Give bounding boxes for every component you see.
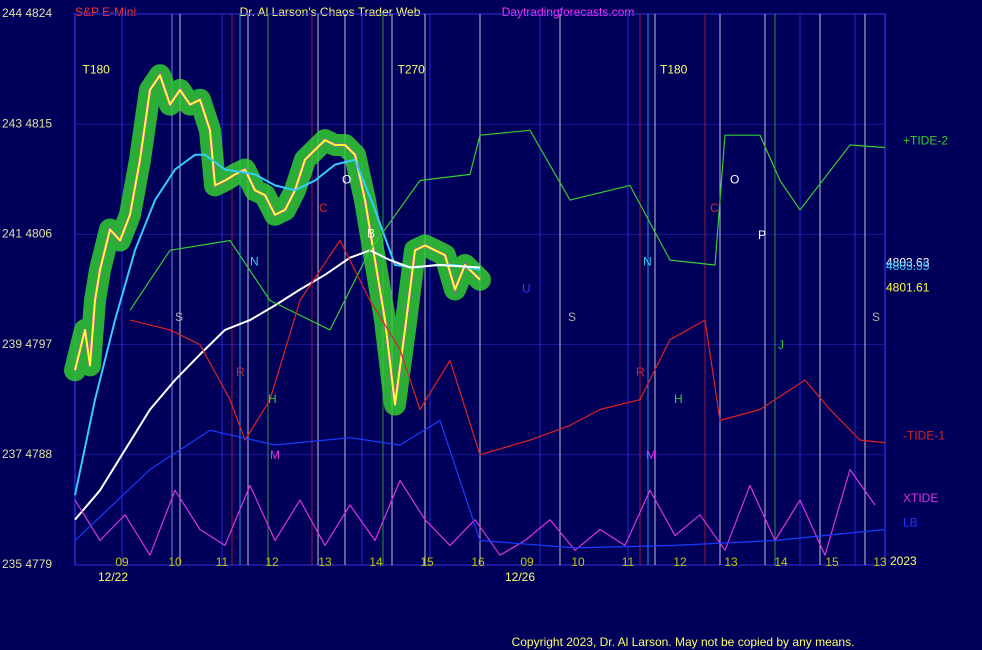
year: 2023 bbox=[890, 554, 917, 568]
x-tick-label: 10 bbox=[571, 555, 585, 569]
annotation: H bbox=[268, 392, 277, 406]
x-tick-label: 13 bbox=[318, 555, 332, 569]
x-tick-label: 09 bbox=[520, 555, 534, 569]
y-tick-label: 243 4815 bbox=[2, 116, 52, 130]
series-label: +TIDE-2 bbox=[903, 134, 948, 148]
series-line bbox=[74, 249, 481, 521]
annotation: S bbox=[568, 310, 576, 324]
chart-title: Dr. Al Larson's Chaos Trader Web bbox=[240, 5, 421, 19]
annotation: M bbox=[646, 448, 656, 462]
x-tick-label: 14 bbox=[774, 555, 788, 569]
annotation: C bbox=[710, 201, 719, 215]
x-tick-label: 12 bbox=[265, 555, 279, 569]
annotation: T270 bbox=[398, 62, 426, 76]
series-line bbox=[74, 468, 876, 556]
x-tick-label: 11 bbox=[216, 555, 229, 569]
y-tick-label: 235 4779 bbox=[2, 557, 52, 571]
annotation: R bbox=[636, 365, 645, 379]
x-tick-label: 13 bbox=[873, 555, 887, 569]
date-label: 12/26 bbox=[505, 570, 535, 584]
annotation: T180 bbox=[83, 62, 111, 76]
annotation: O bbox=[730, 173, 739, 187]
y-tick-label: 237 4788 bbox=[2, 447, 52, 461]
x-tick-label: 09 bbox=[115, 555, 129, 569]
symbol: S&P E-Mini bbox=[75, 5, 136, 19]
annotation: T180 bbox=[660, 62, 688, 76]
date-label: 12/22 bbox=[98, 570, 128, 584]
annotation: P bbox=[758, 228, 766, 242]
annotation: C bbox=[319, 201, 328, 215]
layers: 244 4824 243 4815 241 4806 239 4797 237 4788… bbox=[2, 6, 948, 584]
series-line bbox=[74, 419, 886, 549]
x-tick-label: 13 bbox=[724, 555, 738, 569]
end-value-label: 4801.61 bbox=[886, 280, 930, 294]
annotation: R bbox=[236, 365, 245, 379]
x-tick-label: 16 bbox=[471, 555, 485, 569]
annotation: J bbox=[778, 338, 784, 352]
x-tick-label: 14 bbox=[369, 555, 383, 569]
annotation: U bbox=[522, 282, 531, 296]
site: Daytradingforecasts.com bbox=[502, 5, 635, 19]
annotation: S bbox=[175, 310, 183, 324]
series-label: LB bbox=[903, 516, 918, 530]
series-label: XTIDE bbox=[903, 491, 938, 505]
x-tick-label: 11 bbox=[622, 555, 635, 569]
end-value-label: 4803.35 bbox=[886, 259, 930, 273]
annotation: S bbox=[872, 310, 880, 324]
y-tick-label: 244 4824 bbox=[2, 6, 52, 20]
series-label: -TIDE-1 bbox=[903, 429, 945, 443]
annotation: M bbox=[270, 448, 280, 462]
x-tick-label: 10 bbox=[168, 555, 182, 569]
x-tick-label: 15 bbox=[420, 555, 434, 569]
annotation: O bbox=[342, 173, 351, 187]
annotation: H bbox=[674, 392, 683, 406]
x-tick-label: 15 bbox=[825, 555, 839, 569]
x-tick-label: 12 bbox=[673, 555, 687, 569]
y-tick-label: 241 4806 bbox=[2, 227, 52, 241]
series-line bbox=[129, 239, 886, 456]
annotation: B bbox=[367, 227, 375, 241]
series-line bbox=[74, 74, 481, 406]
y-tick-label: 239 4797 bbox=[2, 337, 52, 351]
copyright: Copyright 2023, Dr. Al Larson. May not b… bbox=[512, 635, 855, 649]
series-line bbox=[129, 129, 886, 331]
annotation: N bbox=[643, 255, 652, 269]
end-value-label: 4803.63 bbox=[886, 256, 930, 270]
annotation: N bbox=[250, 255, 259, 269]
